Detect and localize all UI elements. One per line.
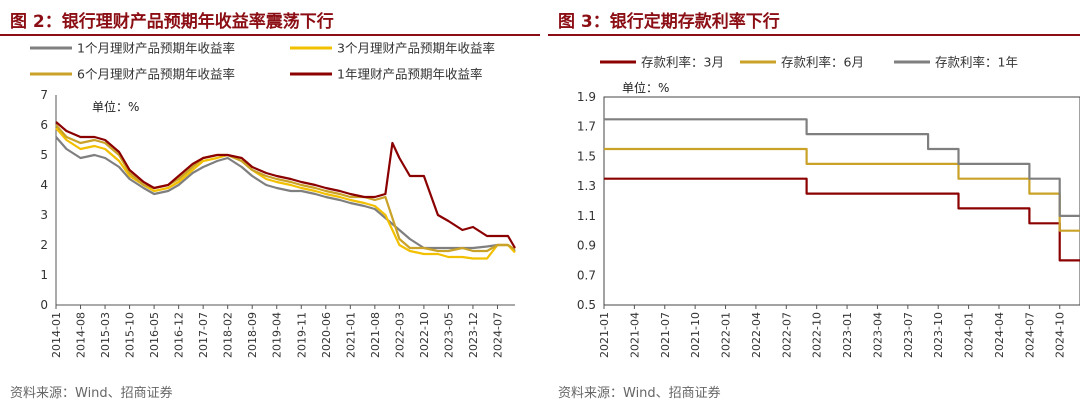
fig3-legend-label-1: 存款利率：3月 xyxy=(641,55,724,70)
fig3-y-tick-label: 0.7 xyxy=(577,268,596,282)
fig2-x-tick-label: 2022-10 xyxy=(418,312,431,358)
figure-3-panel: 图 3：银行定期存款利率下行 0.5 0.7 0.9 1.1 1.3 1.5 1.7 1.9 2… xyxy=(548,0,1080,406)
fig2-legend-label-3: 6个月理财产品预期年收益率 xyxy=(77,67,235,82)
fig3-x-tick-label: 2022-04 xyxy=(750,312,763,358)
fig3-plot-frame xyxy=(603,96,1080,306)
fig3-x-tick-label: 2024-01 xyxy=(963,312,976,358)
figure-3-title-rule xyxy=(548,34,1080,36)
fig3-y-tick-label: 1.7 xyxy=(577,120,596,134)
fig2-y-tick-label: 0 xyxy=(40,298,48,312)
fig3-x-tick-label: 2022-01 xyxy=(720,312,733,358)
fig2-x-tick-label: 2024-07 xyxy=(491,312,504,358)
fig2-legend-label-4: 1年理财产品预期年收益率 xyxy=(337,67,482,82)
fig2-y-tick-label: 3 xyxy=(40,208,48,222)
fig2-x-tick-label: 2021-08 xyxy=(369,312,382,358)
fig3-series-line-2 xyxy=(604,147,1080,232)
fig3-y-tick-label: 0.5 xyxy=(577,298,596,312)
figure-2-source: 资料来源：Wind、招商证券 xyxy=(10,386,173,401)
fig3-x-tick-label: 2021-01 xyxy=(598,312,611,358)
figure-3-title: 图 3：银行定期存款利率下行 xyxy=(558,12,780,32)
figure-3-chart: 0.5 0.7 0.9 1.1 1.3 1.5 1.7 1.9 2021-01 2021-04 20… xyxy=(577,55,1080,358)
fig3-series-line-1 xyxy=(604,177,1080,262)
fig3-y-tick-label: 1.1 xyxy=(577,209,596,223)
fig2-x-tick-label: 2018-09 xyxy=(246,312,259,358)
fig2-x-tick-label: 2023-05 xyxy=(442,312,455,358)
fig2-legend-label-2: 3个月理财产品预期年收益率 xyxy=(337,41,495,56)
fig3-x-tick-label: 2024-04 xyxy=(993,312,1006,358)
figure-3-title-bar: 图 3：银行定期存款利率下行 xyxy=(548,4,1080,36)
fig2-y-tick-label: 6 xyxy=(40,118,48,132)
fig2-x-tick-label: 2017-07 xyxy=(197,312,210,358)
fig2-series-line-1 xyxy=(55,136,516,252)
fig2-x-tick-label: 2019-11 xyxy=(295,312,308,358)
fig3-y-tick-label: 1.9 xyxy=(577,90,596,104)
figure-2-title-bar: 图 2：银行理财产品预期年收益率震荡下行 xyxy=(0,4,540,36)
fig2-y-tick-label: 1 xyxy=(40,268,48,282)
fig2-x-tick-label: 2014-01 xyxy=(50,312,63,358)
fig2-x-tick-label: 2015-10 xyxy=(124,312,137,358)
fig2-y-tick-label: 4 xyxy=(40,178,48,192)
fig3-x-tick-label: 2024-10 xyxy=(1054,312,1067,358)
fig2-unit-label: 单位：% xyxy=(92,99,139,114)
fig2-x-tick-label: 2014-08 xyxy=(75,312,88,358)
fig2-y-tick-label: 5 xyxy=(40,148,48,162)
figure-2-panel: 图 2：银行理财产品预期年收益率震荡下行 0 1 2 3 4 5 6 7 2014-01 2014… xyxy=(0,4,540,401)
fig3-x-tick-label: 2023-01 xyxy=(841,312,854,358)
fig3-series-line-3 xyxy=(604,118,1080,217)
fig3-x-tick-label: 2021-04 xyxy=(628,312,641,358)
fig3-legend-label-3: 存款利率：1年 xyxy=(935,55,1018,70)
fig3-unit-label: 单位：% xyxy=(622,80,669,95)
fig2-x-tick-label: 2023-12 xyxy=(467,312,480,358)
fig2-x-tick-label: 2019-04 xyxy=(271,312,284,358)
fig3-y-tick-label: 1.3 xyxy=(577,179,596,193)
fig2-x-tick-label: 2020-06 xyxy=(320,312,333,358)
fig2-x-tick-label: 2018-02 xyxy=(222,312,235,358)
fig3-x-tick-label: 2023-07 xyxy=(902,312,915,358)
fig2-legend-label-1: 1个月理财产品预期年收益率 xyxy=(77,41,235,56)
fig3-x-tick-label: 2021-07 xyxy=(659,312,672,358)
fig2-x-tick-label: 2022-03 xyxy=(393,312,406,358)
fig3-y-tick-label: 0.9 xyxy=(577,239,596,253)
figure-2-title-rule xyxy=(0,34,540,36)
fig2-x-tick-label: 2021-01 xyxy=(344,312,357,358)
fig3-legend-label-2: 存款利率：6月 xyxy=(781,55,864,70)
fig2-y-tick-label: 7 xyxy=(40,88,48,102)
figure-3-source: 资料来源：Wind、招商证券 xyxy=(558,386,721,401)
fig3-x-tick-label: 2022-10 xyxy=(811,312,824,358)
fig2-series-line-4 xyxy=(55,121,516,249)
figure-2-title: 图 2：银行理财产品预期年收益率震荡下行 xyxy=(10,12,334,32)
fig3-y-tick-label: 1.5 xyxy=(577,149,596,163)
fig3-x-tick-label: 2022-07 xyxy=(780,312,793,358)
fig3-x-tick-label: 2021-10 xyxy=(689,312,702,358)
fig3-x-tick-label: 2024-07 xyxy=(1023,312,1036,358)
fig2-x-tick-label: 2016-12 xyxy=(173,312,186,358)
fig2-x-tick-label: 2015-03 xyxy=(99,312,112,358)
fig2-x-tick-label: 2016-05 xyxy=(148,312,161,358)
fig2-y-tick-label: 2 xyxy=(40,238,48,252)
figure-2-chart: 0 1 2 3 4 5 6 7 2014-01 2014-08 2015-03 2015-10 2016… xyxy=(30,41,516,358)
fig3-x-tick-label: 2023-04 xyxy=(871,312,884,358)
fig3-x-tick-label: 2023-10 xyxy=(932,312,945,358)
fig2-series-line-3 xyxy=(55,124,516,253)
fig2-series-line-2 xyxy=(55,127,516,260)
